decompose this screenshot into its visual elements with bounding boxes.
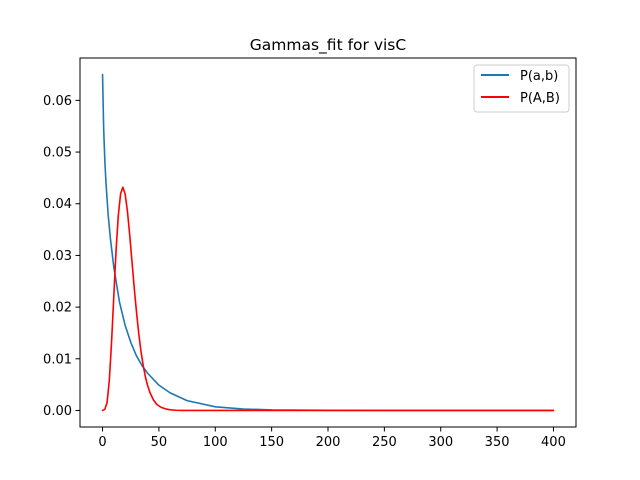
x-tick-label: 150 (259, 435, 284, 450)
y-axis-ticks: 0.00 0.01 0.02 0.03 0.04 0.05 0.06 (43, 94, 80, 419)
legend-box (473, 64, 570, 113)
y-tick-label: 0.04 (43, 197, 72, 212)
y-tick-label: 0.00 (43, 404, 72, 419)
legend-label-pab: P(a,b) (520, 69, 558, 84)
x-tick-label: 350 (485, 435, 510, 450)
series-line-1 (101, 186, 555, 412)
y-tick-label: 0.05 (43, 146, 72, 161)
legend: P(a,b) P(A,B) (473, 64, 570, 113)
x-tick-label: 50 (151, 435, 168, 450)
y-tick-label: 0.02 (43, 301, 72, 316)
x-tick-label: 0 (98, 435, 106, 450)
x-tick-label: 400 (541, 435, 566, 450)
x-axis-ticks: 0 50 100 150 200 250 300 350 400 (98, 427, 566, 450)
axes-frame (79, 57, 577, 428)
x-tick-label: 250 (372, 435, 397, 450)
y-tick-label: 0.01 (43, 352, 72, 367)
legend-label-pAB: P(A,B) (520, 91, 560, 106)
chart-title: Gammas_fit for visC (250, 36, 406, 55)
y-tick-label: 0.06 (43, 94, 72, 109)
series-lines (101, 73, 555, 412)
y-tick-label: 0.03 (43, 249, 72, 264)
x-tick-label: 300 (428, 435, 453, 450)
x-tick-label: 100 (203, 435, 228, 450)
x-tick-label: 200 (316, 435, 341, 450)
